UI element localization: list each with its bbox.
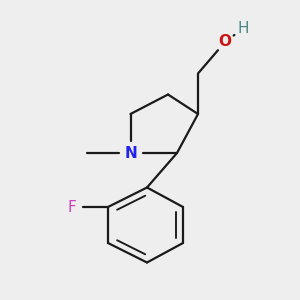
Text: H: H: [237, 21, 249, 36]
Text: N: N: [124, 146, 137, 160]
Text: F: F: [68, 200, 76, 214]
Text: O: O: [218, 34, 232, 50]
